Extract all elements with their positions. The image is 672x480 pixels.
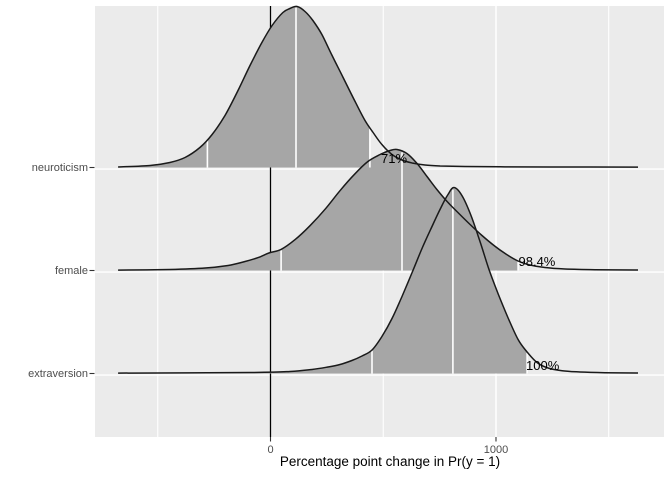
annotation-pr-positive-female: 98.4% <box>518 254 556 269</box>
x-tick-label-1000: 1000 <box>483 443 509 456</box>
y-axis-label-neuroticism: neuroticism <box>31 161 88 174</box>
x-tick-label-0: 0 <box>267 443 274 456</box>
annotation-pr-positive-neuroticism: 71% <box>381 151 408 166</box>
y-axis-label-extraversion: extraversion <box>28 367 88 380</box>
annotation-pr-positive-extraversion: 100% <box>526 358 560 373</box>
x-axis-title: Percentage point change in Pr(y = 1) <box>279 453 501 469</box>
y-axis-label-female: female <box>54 264 88 277</box>
